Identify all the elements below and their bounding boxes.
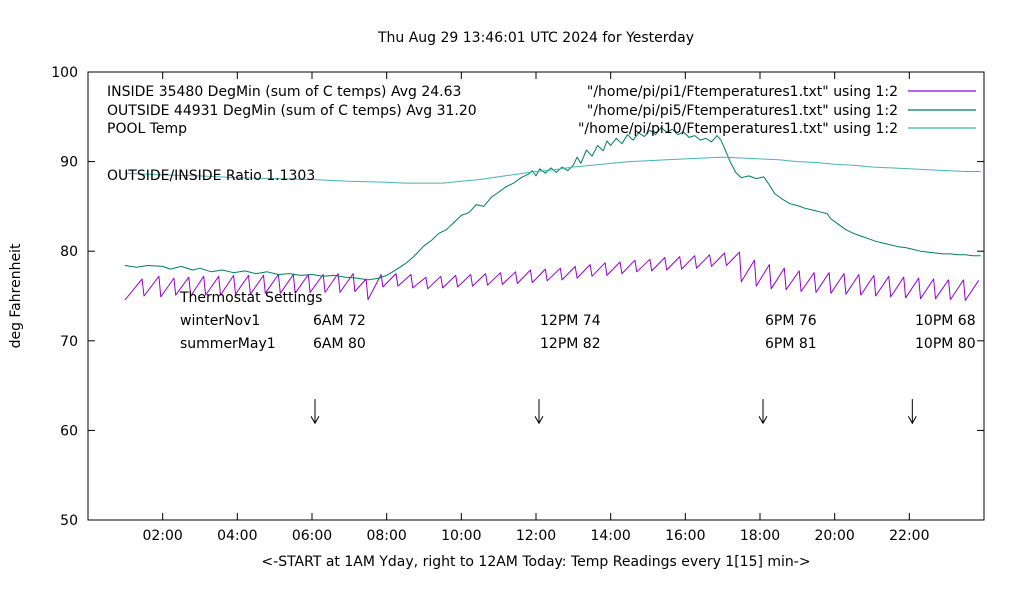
thermostat-heading: Thermostat Settings xyxy=(179,290,322,306)
x-tick-label: 20:00 xyxy=(814,528,854,544)
down-arrow-head xyxy=(758,415,768,425)
x-tick-label: 10:00 xyxy=(441,528,481,544)
setpoint-arrows xyxy=(310,399,917,425)
axis-ticks: 02:00 04:00 06:00 08:00 10:00 12:00 14:00 16:00… xyxy=(51,65,984,544)
x-axis-label: <-START at 1AM Yday, right to 12AM Today… xyxy=(261,554,810,570)
x-tick-label: 18:00 xyxy=(740,528,780,544)
y-tick-label: 50 xyxy=(60,513,78,529)
y-tick-label: 80 xyxy=(60,244,78,260)
y-tick-label: 100 xyxy=(51,65,78,81)
thermostat-row-summer-name: summerMay1 xyxy=(180,336,276,352)
x-tick-label: 06:00 xyxy=(292,528,332,544)
legend-label-outside: OUTSIDE 44931 DegMin (sum of C temps) Av… xyxy=(107,103,477,119)
thermostat-summer-6pm: 6PM 81 xyxy=(765,336,817,352)
legend-label-pool: POOL Temp xyxy=(107,121,187,137)
x-tick-label: 12:00 xyxy=(516,528,556,544)
thermostat-row-winter-name: winterNov1 xyxy=(180,313,260,329)
legend-file-pool: "/home/pi/pi10/Ftemperatures1.txt" using… xyxy=(578,121,898,137)
thermostat-summer-12pm: 12PM 82 xyxy=(540,336,601,352)
down-arrow-head xyxy=(310,415,320,425)
legend-file-outside: "/home/pi/pi5/Ftemperatures1.txt" using … xyxy=(587,103,898,119)
thermostat-winter-6pm: 6PM 76 xyxy=(765,313,817,329)
y-tick-label: 70 xyxy=(60,334,78,350)
down-arrow-head xyxy=(907,415,917,425)
x-tick-label: 22:00 xyxy=(889,528,929,544)
x-tick-label: 14:00 xyxy=(590,528,630,544)
series-line-inside xyxy=(124,251,979,301)
x-tick-label: 08:00 xyxy=(366,528,406,544)
x-tick-label: 04:00 xyxy=(217,528,257,544)
thermostat-winter-10pm: 10PM 68 xyxy=(915,313,976,329)
y-tick-label: 90 xyxy=(60,155,78,171)
series-line-outside xyxy=(124,127,981,281)
thermostat-summer-6am: 6AM 80 xyxy=(313,336,366,352)
x-tick-label: 16:00 xyxy=(665,528,705,544)
thermostat-summer-10pm: 10PM 80 xyxy=(915,336,976,352)
thermostat-winter-12pm: 12PM 74 xyxy=(540,313,601,329)
y-tick-label: 60 xyxy=(60,423,78,439)
down-arrow-head xyxy=(534,415,544,425)
x-tick-label: 02:00 xyxy=(142,528,182,544)
chart-title: Thu Aug 29 13:46:01 UTC 2024 for Yesterd… xyxy=(377,30,694,46)
ratio-annotation: OUTSIDE/INSIDE Ratio 1.1303 xyxy=(107,168,315,184)
series-lines xyxy=(124,127,981,301)
y-axis-label: deg Fahrenheit xyxy=(8,243,24,348)
series-line-pool xyxy=(124,156,981,184)
legend-label-inside: INSIDE 35480 DegMin (sum of C temps) Avg… xyxy=(107,84,461,100)
thermostat-winter-6am: 6AM 72 xyxy=(313,313,366,329)
legend-file-inside: "/home/pi/pi1/Ftemperatures1.txt" using … xyxy=(587,84,898,100)
